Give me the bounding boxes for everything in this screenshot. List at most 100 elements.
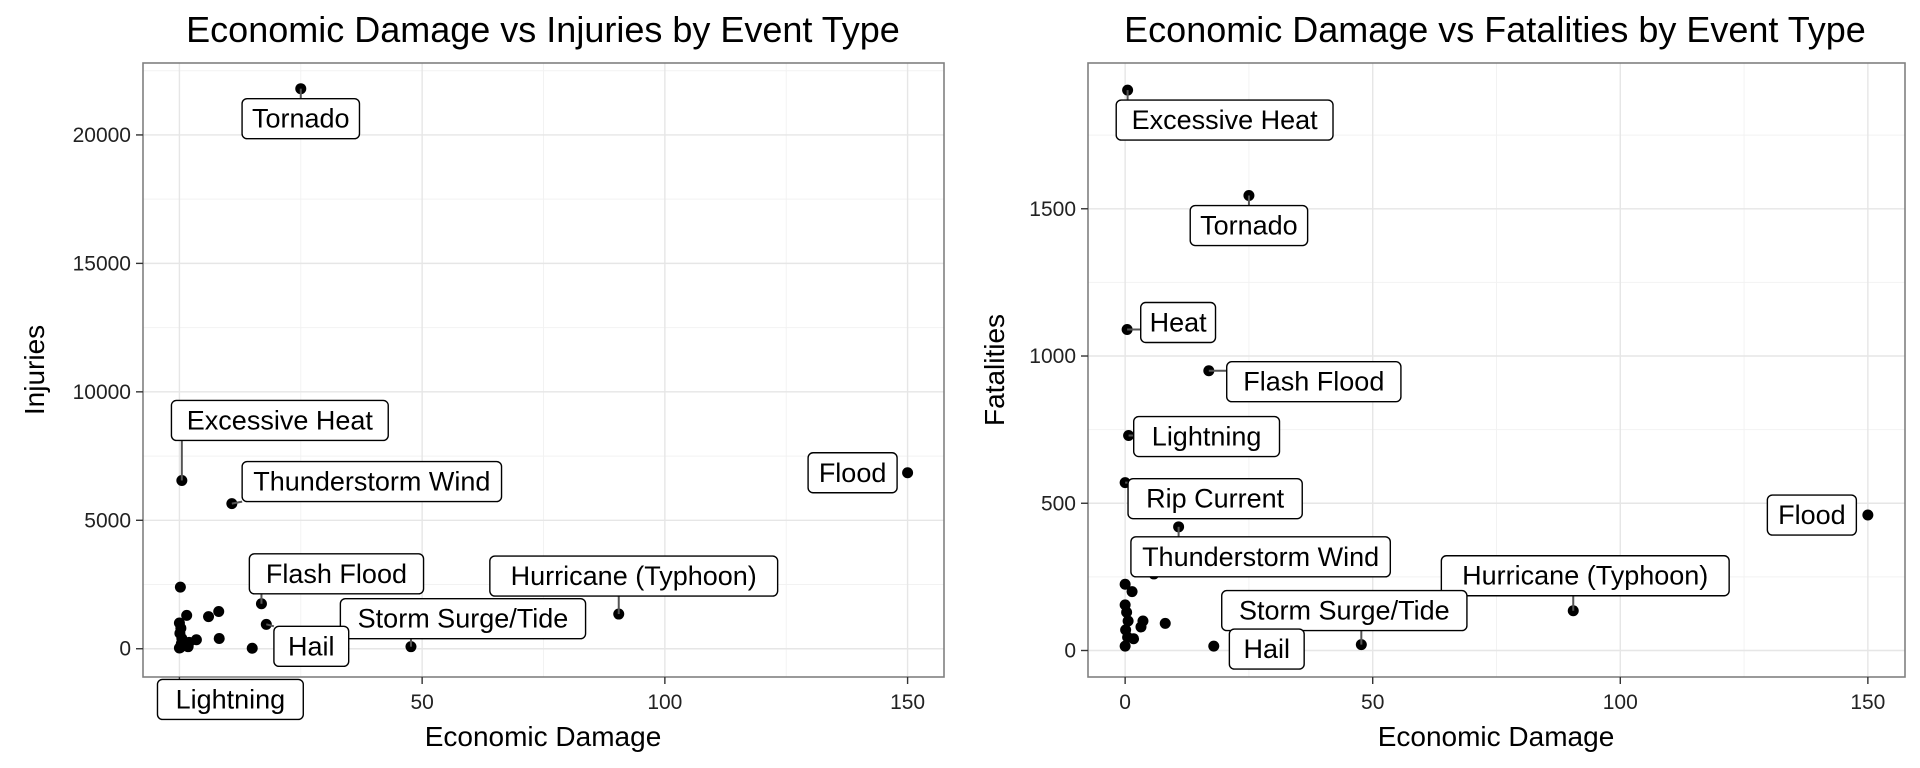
y-tick-label: 10000 [73, 381, 131, 404]
data-point [1128, 633, 1140, 645]
point-label-text: Excessive Heat [187, 405, 374, 435]
y-axis-title-injuries: Injuries [19, 325, 50, 415]
point-label-text: Lightning [1152, 422, 1262, 452]
point-label-excessive-heat: Excessive Heat [1115, 90, 1334, 141]
point-label-thunderstorm-wind: Thunderstorm Wind [231, 460, 503, 505]
x-axis-title-fatalities: Economic Damage [1378, 721, 1615, 752]
point-label-box [1766, 494, 1858, 536]
point-label-box [1130, 536, 1392, 578]
y-tick-label: 20000 [73, 124, 131, 147]
point-label-rip-current: Rip Current [1125, 477, 1303, 520]
point-label-hail: Hail [266, 623, 350, 668]
point-label-text: Hurricane (Typhoon) [1462, 561, 1708, 591]
point-label-text: Heat [1150, 308, 1208, 338]
point-label-flash-flood: Flash Flood [1208, 361, 1402, 403]
point-label-hail: Hail [1228, 628, 1305, 670]
data-point [246, 642, 258, 654]
point-label-excessive-heat: Excessive Heat [170, 399, 389, 481]
point-label-text: Tornado [1200, 211, 1298, 241]
point-label-box [1127, 477, 1303, 520]
y-tick-label: 0 [119, 638, 131, 661]
panel-border-fatalities [1087, 62, 1906, 678]
data-point [203, 611, 215, 623]
y-tick-label: 5000 [84, 509, 131, 532]
data-point [1122, 615, 1134, 627]
data-point [181, 609, 193, 621]
x-tick-label: 150 [890, 691, 925, 714]
x-axis-fatalities: 0 50 100 150 [1119, 677, 1885, 714]
point-label-box [489, 555, 779, 597]
point-label-storm-surge-tide: Storm Surge/Tide [1221, 589, 1468, 645]
point-label-hurricane-typhoon: Hurricane (Typhoon) [489, 555, 779, 615]
x-tick-label: 150 [1850, 691, 1885, 714]
point-label-text: Lightning [176, 684, 286, 714]
y-axis-fatalities: 0 500 1000 1500 [1029, 198, 1088, 662]
point-label-text: Flood [819, 458, 887, 488]
point-label-lightning: Lightning [156, 678, 304, 721]
x-tick-label: 0 [1119, 691, 1131, 714]
point-label-text: Hurricane (Typhoon) [511, 561, 757, 591]
point-label-box [1189, 204, 1309, 247]
point-label-text: Excessive Heat [1132, 105, 1319, 135]
point-label-text: Hail [1244, 634, 1291, 664]
point-label-box [248, 553, 425, 595]
y-tick-label: 15000 [73, 252, 131, 275]
point-label-box [1140, 301, 1217, 344]
point-label-tornado: Tornado [1189, 195, 1309, 247]
point-label-box [807, 452, 898, 494]
point-label-box [339, 597, 587, 640]
data-point [1119, 640, 1131, 652]
x-tick-label: 100 [647, 691, 682, 714]
y-tick-label: 0 [1064, 639, 1076, 662]
data-point [1121, 606, 1133, 618]
point-label-box [1226, 361, 1402, 403]
point-label-text: Thunderstorm Wind [253, 467, 490, 497]
point-label-storm-surge-tide: Storm Surge/Tide [339, 597, 587, 647]
data-point [174, 581, 186, 593]
panel-title-fatalities: Economic Damage vs Fatalities by Event T… [1124, 9, 1866, 50]
y-tick-label: 1000 [1029, 345, 1076, 368]
x-tick-label: 100 [1603, 691, 1638, 714]
y-tick-label: 1500 [1029, 198, 1076, 221]
data-point [1862, 509, 1874, 521]
point-label-text: Rip Current [1146, 484, 1285, 514]
data-point [902, 467, 914, 479]
point-label-flood: Flood [807, 452, 898, 494]
point-label-text: Tornado [252, 104, 350, 134]
data-point [213, 605, 225, 617]
x-tick-label: 50 [1361, 691, 1384, 714]
point-label-text: Flash Flood [266, 559, 407, 589]
point-label-box [241, 97, 361, 140]
data-point [1159, 617, 1171, 629]
panel-injuries: Economic Damage vs Injuries by Event Typ… [19, 9, 945, 752]
grid-injuries [143, 63, 944, 677]
label-leader-line [231, 500, 243, 505]
panel-fatalities: Economic Damage vs Fatalities by Event T… [979, 9, 1906, 752]
point-label-box [1115, 99, 1334, 141]
panel-border-injuries [142, 62, 945, 678]
labels-injuries: Tornado Excessive Heat Thunderstorm Wind Fl… [156, 88, 898, 721]
point-label-text: Storm Surge/Tide [1239, 596, 1450, 626]
point-label-heat: Heat [1127, 301, 1217, 344]
point-label-text: Hail [288, 631, 335, 661]
labels-fatalities: Excessive Heat Tornado Heat Flash Flood Ligh… [1115, 90, 1858, 670]
panel-title-injuries: Economic Damage vs Injuries by Event Typ… [186, 9, 900, 50]
data-point [1119, 578, 1131, 590]
point-label-tornado: Tornado [241, 88, 361, 140]
data-point [174, 641, 186, 653]
point-label-hurricane-typhoon: Hurricane (Typhoon) [1440, 555, 1730, 611]
point-label-text: Thunderstorm Wind [1142, 542, 1379, 572]
y-axis-injuries: 0 5000 10000 15000 20000 [73, 124, 143, 661]
point-label-lightning: Lightning [1128, 415, 1281, 458]
point-label-box [156, 678, 304, 721]
points-injuries [173, 83, 914, 654]
point-label-box [170, 399, 389, 442]
point-label-flash-flood: Flash Flood [248, 553, 425, 604]
data-point [1126, 586, 1138, 598]
data-point [213, 632, 225, 644]
data-point [1135, 621, 1147, 633]
point-label-box [241, 460, 503, 503]
point-label-box [273, 625, 350, 668]
